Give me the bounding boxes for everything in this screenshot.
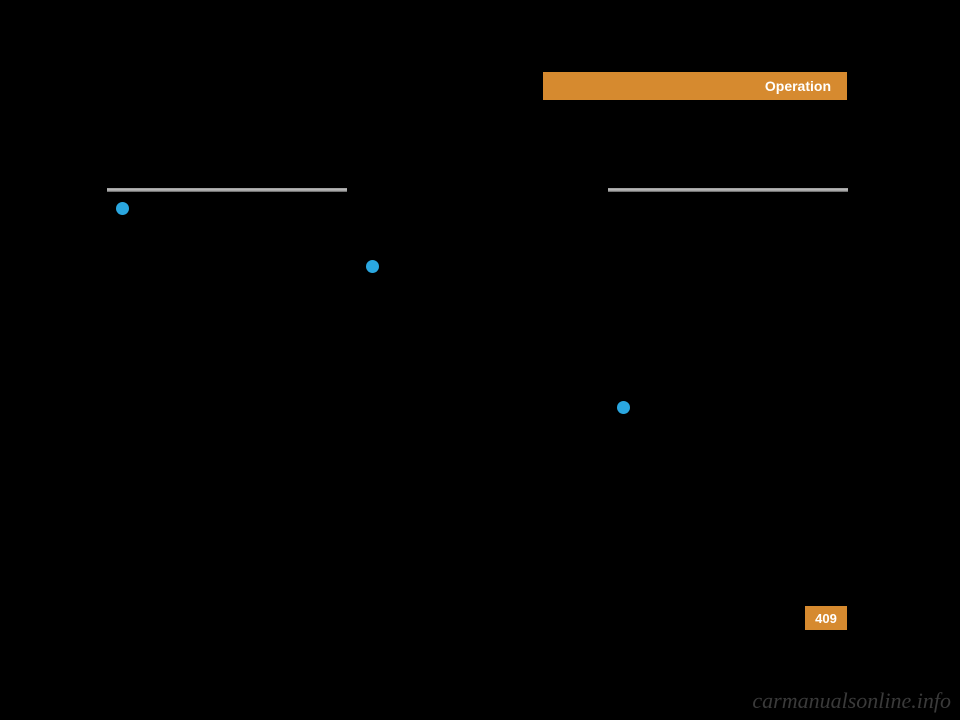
- bullet-dot-icon: [617, 401, 630, 414]
- page-section-header-label: Operation: [765, 78, 831, 94]
- page-number: 409: [815, 611, 837, 626]
- page-section-header: Operation: [543, 72, 847, 100]
- bullet-dot-icon: [116, 202, 129, 215]
- watermark-text: carmanualsonline.info: [752, 688, 951, 714]
- section-rule: [107, 188, 347, 192]
- section-rule: [608, 188, 848, 192]
- page-number-box: 409: [805, 606, 847, 630]
- bullet-dot-icon: [366, 260, 379, 273]
